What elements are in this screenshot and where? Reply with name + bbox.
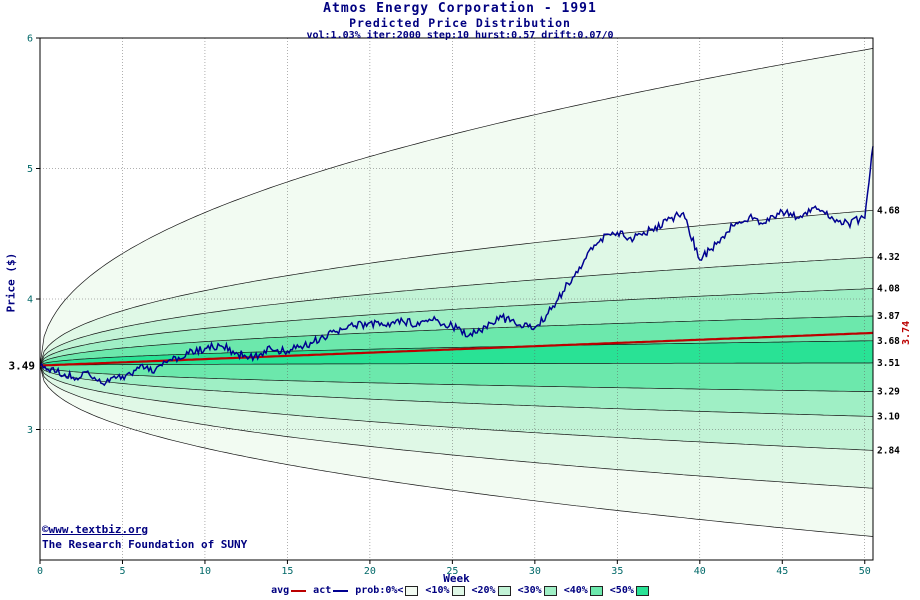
right-quantile-label: 4.32	[877, 252, 900, 263]
avg-line-sample	[291, 589, 307, 592]
band-30-swatch	[543, 585, 557, 596]
x-tick-label: 0	[37, 566, 43, 577]
legend-item-50: <50%	[610, 585, 649, 596]
avg-label: avg	[271, 585, 290, 596]
x-axis-title: Week	[443, 572, 470, 585]
right-quantile-label: 3.51	[877, 358, 900, 369]
avg-line	[39, 331, 874, 367]
watermark-link[interactable]: ©www.textbiz.org	[42, 523, 148, 536]
x-tick-label: 5	[119, 566, 125, 577]
y-tick-label: 5	[27, 164, 33, 175]
band-40-label: <40%	[563, 585, 588, 596]
y-axis-title: Price ($)	[4, 252, 18, 313]
y-tick-label: 6	[27, 34, 33, 45]
band-10-swatch	[451, 585, 465, 596]
right-quantile-label: 3.10	[877, 411, 900, 422]
start-price-label: 3.49	[9, 360, 36, 373]
probability-band	[40, 365, 873, 417]
y-tick-label: 4	[27, 295, 33, 306]
probability-band	[40, 48, 873, 366]
x-tick-label: 20	[364, 566, 376, 577]
probability-band	[40, 365, 873, 489]
actual-price-line	[39, 146, 874, 387]
right-quantile-label: 2.84	[877, 445, 900, 456]
right-quantile-label: 4.68	[877, 205, 900, 216]
band-10-label: <10%	[425, 585, 450, 596]
legend: avg act prob:0%< <10% <20% <30% <40% <5	[0, 585, 920, 596]
x-tick-label: 50	[859, 566, 871, 577]
legend-item-avg: avg	[271, 585, 307, 596]
y-tick-label: 3	[27, 425, 33, 436]
act-line-sample	[333, 589, 349, 592]
watermark-org: The Research Foundation of SUNY	[42, 537, 248, 551]
probability-band	[40, 210, 873, 366]
probability-band	[40, 365, 873, 537]
band-30-label: <30%	[517, 585, 542, 596]
avg-end-label: 3.74	[901, 321, 912, 345]
act-label: act	[313, 585, 332, 596]
x-tick-label: 40	[694, 566, 706, 577]
watermark: ©www.textbiz.org The Research Foundation…	[42, 523, 247, 553]
band-50-label: <50%	[609, 585, 634, 596]
page-title: Atmos Energy Corporation - 1991	[323, 1, 597, 16]
fan-bands	[40, 48, 873, 537]
chart-header: Atmos Energy Corporation - 1991 Predicte…	[0, 1, 920, 42]
band-20-label: <20%	[471, 585, 496, 596]
x-tick-label: 45	[776, 566, 788, 577]
legend-item-30: <30%	[518, 585, 557, 596]
band-40-swatch	[589, 585, 603, 596]
prob-0-label: prob:0%<	[355, 585, 404, 596]
prob-0-swatch	[405, 585, 419, 596]
band-50-swatch	[635, 585, 649, 596]
params-line: vol:1.03% iter:2000 step:10 hurst:0.57 d…	[306, 30, 614, 42]
probability-band	[40, 316, 873, 366]
legend-item-act: act	[313, 585, 349, 596]
legend-item-10: <10%	[425, 585, 465, 596]
quantile-lines	[39, 48, 874, 537]
x-tick-label: 25	[446, 566, 458, 577]
probability-band	[40, 365, 873, 451]
right-quantile-label: 3.87	[877, 311, 900, 322]
probability-band	[40, 257, 873, 366]
page-subtitle: Predicted Price Distribution	[349, 15, 571, 30]
legend-item-prob0: prob:0%<	[355, 585, 419, 596]
right-quantile-label: 3.29	[877, 387, 900, 398]
band-20-swatch	[497, 585, 511, 596]
right-quantile-label: 4.08	[877, 284, 900, 295]
legend-item-40: <40%	[564, 585, 603, 596]
x-tick-label: 15	[281, 566, 293, 577]
right-quantile-label: 3.68	[877, 336, 900, 347]
x-tick-label: 10	[199, 566, 211, 577]
probability-band	[40, 362, 873, 392]
axis-ticks-labels: 0 5 10 15 20 25 30 35 40 45 5034563.494.684.324.08…	[9, 34, 913, 578]
x-tick-label: 30	[529, 566, 541, 577]
x-tick-label: 35	[611, 566, 623, 577]
legend-item-20: <20%	[472, 585, 511, 596]
grid-lines	[40, 38, 873, 560]
